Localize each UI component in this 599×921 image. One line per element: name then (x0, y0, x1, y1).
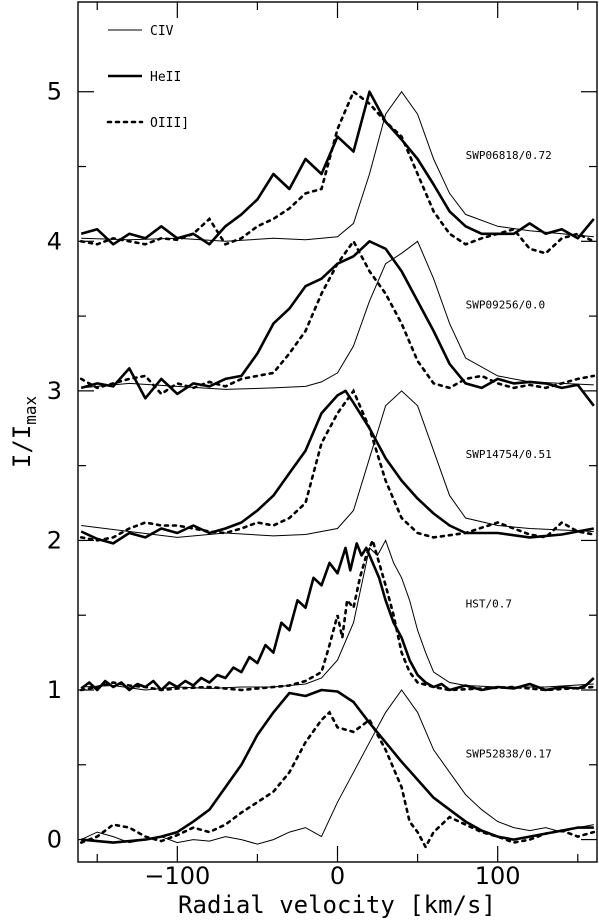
series-oiii-panel-3 (79, 536, 596, 692)
tick-labels-layer: −100 0 100 0 1 2 3 4 5 (47, 78, 521, 890)
series-heii-panel-0 (80, 90, 595, 246)
legend: CIV HeII OIII] (106, 24, 189, 131)
series-civ-panel-4 (80, 689, 594, 845)
y-axis-label-sub: max (21, 396, 40, 425)
panel-label-1: SWP09256/0.0 (466, 299, 545, 312)
series-oiii-panel-2 (79, 388, 596, 542)
series-heii-panel-3 (80, 542, 595, 692)
y-tick-label: 1 (47, 676, 62, 704)
series-heii-panel-4 (81, 688, 594, 844)
x-tick-label: 0 (330, 862, 345, 890)
series-civ-panel-1 (81, 240, 594, 390)
legend-label-oiii: OIII] (150, 116, 189, 131)
annotations-layer: SWP06818/0.72 SWP09256/0.0 SWP14754/0.51 HS… (466, 149, 552, 760)
series-heii-panel-1 (80, 240, 595, 407)
legend-label-heii: HeII (150, 70, 181, 85)
panel-label-0: SWP06818/0.72 (466, 149, 552, 162)
x-tick-label: 100 (475, 862, 521, 890)
panel-label-4: SWP52838/0.17 (466, 747, 552, 760)
ticks-layer (78, 2, 597, 862)
y-axis-label-main: I/I (8, 425, 36, 468)
panel-label-2: SWP14754/0.51 (466, 448, 552, 461)
series-civ-panel-2 (81, 390, 594, 538)
y-tick-label: 3 (47, 377, 62, 405)
series-layer (79, 89, 596, 850)
y-axis-label: I/Imax (8, 396, 40, 469)
legend-label-civ: CIV (150, 24, 174, 39)
series-civ-panel-0 (81, 90, 594, 242)
series-oiii-panel-0 (79, 89, 596, 255)
x-axis-label: Radial velocity [km/s] (178, 891, 496, 919)
series-oiii-panel-4 (79, 710, 596, 850)
plot-frame (77, 1, 598, 863)
y-tick-label: 2 (47, 526, 62, 554)
x-tick-label: −100 (144, 862, 210, 890)
y-tick-label: 4 (47, 227, 62, 255)
panel-label-3: HST/0.7 (466, 598, 512, 611)
series-heii-panel-2 (80, 389, 595, 545)
y-tick-label: 0 (47, 826, 62, 854)
y-tick-label: 5 (47, 78, 62, 106)
